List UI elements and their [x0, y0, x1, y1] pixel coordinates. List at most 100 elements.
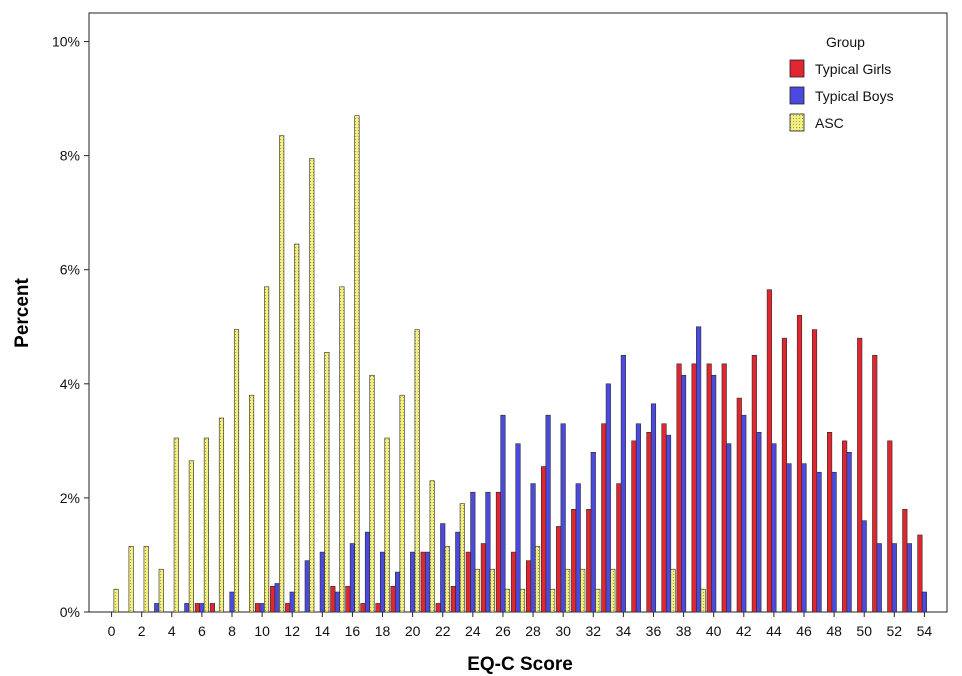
bar-typical-girls-30 — [556, 526, 562, 613]
legend-label-typical-girls: Typical Girls — [815, 61, 891, 77]
bar-asc-39 — [700, 588, 706, 613]
x-tick-label: 34 — [616, 623, 632, 639]
x-tick-label: 6 — [198, 623, 206, 639]
x-tick-label: 8 — [228, 623, 236, 639]
x-tick-label: 54 — [917, 623, 933, 639]
bar-asc-16 — [354, 115, 360, 613]
bar-typical-boys-23 — [455, 531, 461, 613]
bar-typical-girls-34 — [616, 483, 622, 613]
bar-asc-3 — [158, 568, 164, 613]
bar-typical-girls-36 — [646, 431, 652, 613]
x-tick-label: 44 — [766, 623, 782, 639]
bar-typical-girls-29 — [541, 466, 547, 613]
bar-typical-boys-42 — [741, 414, 747, 613]
bar-typical-boys-26 — [500, 414, 506, 613]
x-tick-label: 52 — [887, 623, 903, 639]
bar-asc-22 — [444, 546, 450, 613]
bar-asc-4 — [173, 437, 179, 613]
bar-asc-29 — [550, 588, 556, 613]
bar-typical-girls-35 — [631, 440, 637, 613]
bar-typical-boys-14 — [319, 551, 325, 613]
bar-asc-37 — [670, 568, 676, 613]
x-tick-label: 20 — [405, 623, 421, 639]
bar-typical-boys-48 — [831, 471, 837, 613]
x-tick-label: 10 — [254, 623, 270, 639]
bar-typical-boys-27 — [515, 443, 521, 613]
bar-typical-boys-38 — [681, 374, 687, 613]
x-tick-label: 48 — [826, 623, 842, 639]
x-tick-label: 18 — [375, 623, 391, 639]
bar-typical-girls-50 — [857, 337, 863, 613]
bar-typical-girls-46 — [796, 315, 803, 613]
bar-typical-boys-44 — [771, 443, 777, 613]
bar-typical-boys-47 — [816, 471, 822, 613]
bar-typical-girls-15 — [330, 586, 336, 613]
bar-typical-boys-29 — [545, 414, 551, 613]
bar-typical-boys-28 — [530, 483, 536, 613]
legend-swatch-typical-boys — [789, 86, 805, 105]
bar-typical-boys-5 — [184, 603, 190, 613]
x-tick-label: 38 — [676, 623, 692, 639]
bar-asc-31 — [580, 568, 586, 613]
bar-asc-30 — [565, 568, 571, 613]
bar-typical-boys-39 — [696, 326, 702, 613]
x-tick-label: 40 — [706, 623, 722, 639]
bars — [113, 115, 927, 613]
bar-typical-girls-6 — [194, 603, 200, 613]
bar-asc-9 — [249, 394, 255, 613]
bar-typical-boys-50 — [861, 520, 867, 613]
bar-typical-girls-31 — [571, 509, 577, 613]
bar-typical-boys-13 — [304, 560, 310, 613]
bar-typical-boys-11 — [274, 583, 280, 613]
bar-typical-boys-32 — [590, 451, 596, 613]
bar-typical-girls-41 — [721, 363, 727, 613]
bar-asc-12 — [294, 243, 300, 613]
bar-typical-boys-54 — [921, 591, 927, 613]
bar-typical-girls-19 — [390, 586, 396, 613]
bar-asc-11 — [279, 135, 285, 613]
bar-typical-girls-54 — [917, 534, 923, 613]
bar-asc-17 — [369, 374, 375, 613]
bar-asc-20 — [414, 329, 420, 613]
bar-typical-girls-28 — [525, 560, 532, 613]
bar-typical-girls-12 — [285, 603, 291, 613]
bar-asc-8 — [233, 329, 240, 613]
x-tick-label: 0 — [108, 623, 116, 639]
bar-typical-boys-12 — [289, 591, 295, 613]
x-tick-label: 30 — [555, 623, 571, 639]
x-tick-label: 50 — [856, 623, 872, 639]
x-tick-label: 42 — [736, 623, 752, 639]
bar-typical-girls-27 — [510, 551, 517, 613]
bar-asc-6 — [203, 437, 209, 613]
x-axis-title: EQ-C Score — [467, 654, 573, 675]
bar-typical-boys-20 — [410, 551, 416, 613]
bar-typical-girls-47 — [811, 329, 818, 613]
y-axis: 0% 2% 4% 6% 8% 10% — [52, 34, 89, 620]
bar-typical-boys-35 — [635, 423, 641, 613]
x-tick-label: 14 — [315, 623, 331, 639]
bar-typical-girls-43 — [751, 354, 757, 613]
bar-typical-girls-11 — [270, 586, 276, 613]
bar-asc-15 — [339, 286, 345, 613]
bar-typical-boys-33 — [605, 383, 611, 613]
bar-asc-7 — [218, 417, 225, 613]
bar-typical-boys-45 — [786, 463, 792, 613]
bar-asc-18 — [384, 437, 390, 613]
bar-typical-boys-43 — [756, 431, 762, 613]
bar-typical-boys-37 — [665, 434, 672, 613]
bar-typical-girls-7 — [209, 603, 215, 613]
bar-asc-21 — [429, 480, 435, 613]
bar-typical-girls-37 — [661, 423, 667, 613]
bar-typical-boys-25 — [485, 491, 491, 613]
bar-typical-boys-49 — [846, 451, 852, 613]
bar-typical-boys-15 — [334, 591, 340, 613]
bar-typical-girls-16 — [345, 586, 351, 613]
legend-label-typical-boys: Typical Boys — [815, 88, 894, 104]
bar-typical-boys-19 — [395, 571, 401, 613]
bar-typical-boys-34 — [620, 354, 626, 613]
x-tick-label: 28 — [525, 623, 541, 639]
bar-typical-girls-44 — [766, 289, 772, 613]
bar-typical-boys-52 — [891, 543, 897, 613]
bar-typical-boys-51 — [876, 543, 882, 613]
